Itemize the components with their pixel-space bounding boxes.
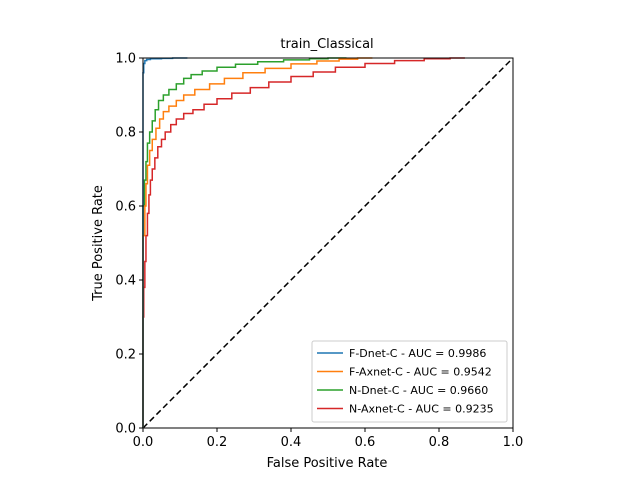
x-tick-label: 0.8: [429, 435, 450, 450]
series-line-4: [142, 57, 465, 428]
diagonal-reference-line: [142, 57, 514, 429]
x-tick-label: 1.0: [503, 435, 524, 450]
y-tick-label: 0.4: [115, 274, 136, 289]
x-tick-label: 0.4: [281, 435, 302, 450]
series-line-2: [142, 57, 373, 428]
chart-title: train_Classical: [280, 37, 373, 52]
y-axis: 0.0 0.2 0.4 0.6 0.8 1.0: [115, 52, 143, 437]
plot-area: [142, 57, 514, 429]
y-tick-label: 0.2: [115, 348, 136, 363]
y-tick-label: 0.6: [115, 200, 136, 215]
y-tick-label: 1.0: [115, 52, 136, 67]
y-axis-label: True Positive Rate: [91, 185, 106, 302]
x-tick-label: 0.2: [207, 435, 228, 450]
legend-label-1: F-Dnet-C - AUC = 0.9986: [349, 347, 486, 360]
y-tick-label: 0.8: [115, 126, 136, 141]
x-tick-label: 0.0: [133, 435, 154, 450]
x-tick-label: 0.6: [355, 435, 376, 450]
axes-frame: [142, 57, 514, 429]
legend-label-2: F-Axnet-C - AUC = 0.9542: [349, 366, 492, 379]
legend-box: [311, 340, 508, 423]
legend-label-4: N-Axnet-C - AUC = 0.9235: [349, 403, 494, 416]
x-axis-label: False Positive Rate: [267, 456, 388, 471]
series-line-3: [142, 57, 347, 428]
y-tick-label: 0.0: [115, 422, 136, 437]
legend: F-Dnet-C - AUC = 0.9986 F-Axnet-C - AUC =…: [311, 340, 508, 423]
legend-label-3: N-Dnet-C - AUC = 0.9660: [349, 384, 488, 397]
x-axis: 0.0 0.2 0.4 0.6 0.8 1.0: [133, 428, 524, 450]
